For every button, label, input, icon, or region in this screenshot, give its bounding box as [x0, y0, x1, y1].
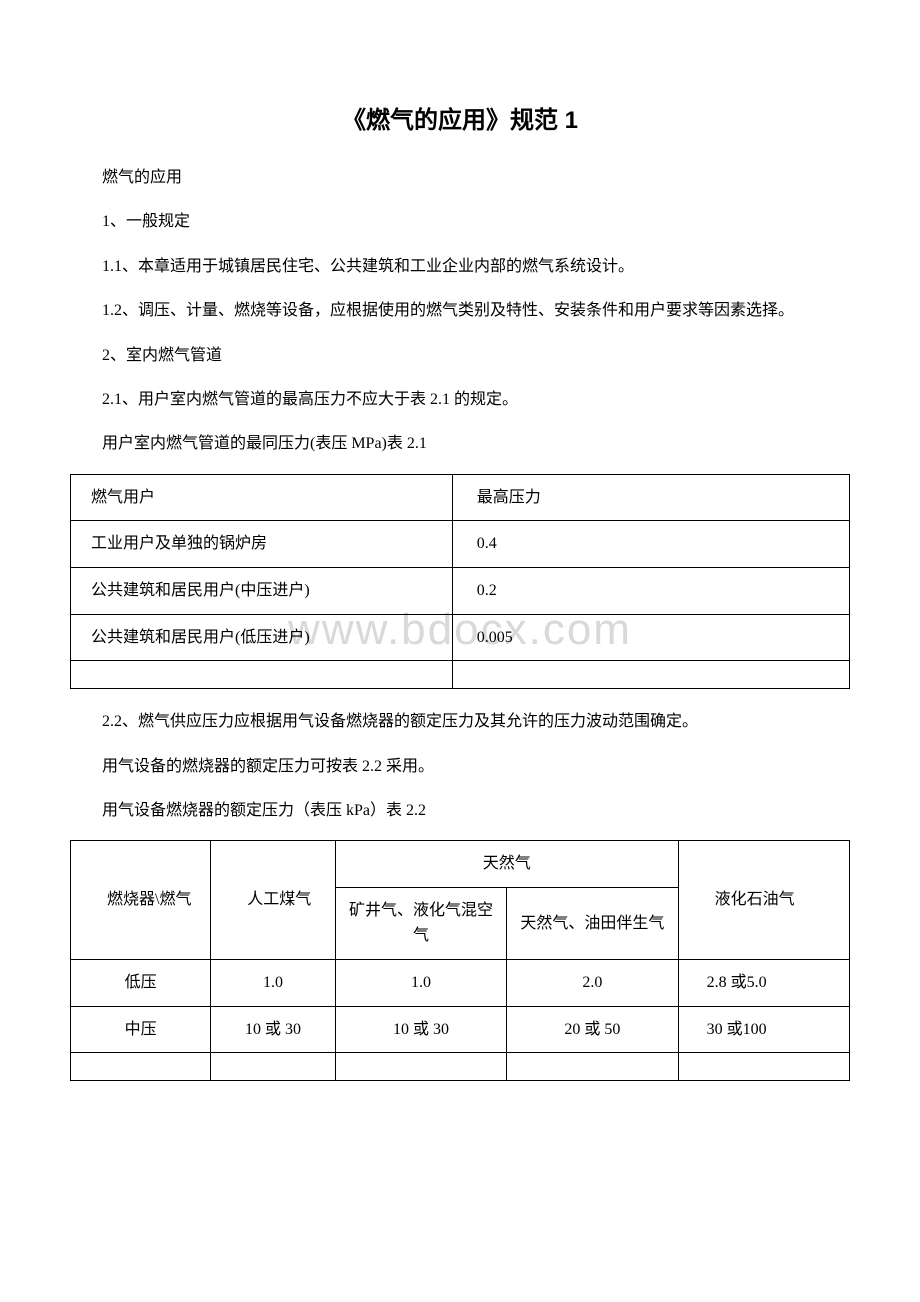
table-cell: 10 或 30: [211, 1006, 336, 1053]
table-cell: 2.0: [507, 960, 678, 1007]
table-cell: 中压: [71, 1006, 211, 1053]
paragraph: 1.2、调压、计量、燃烧等设备，应根据使用的燃气类别及特性、安装条件和用户要求等…: [70, 296, 850, 326]
table-cell: [71, 1053, 211, 1081]
table-cell: [452, 661, 849, 689]
table-cell: 0.4: [452, 521, 849, 568]
table-row: 工业用户及单独的锅炉房 0.4: [71, 521, 850, 568]
table-cell: 20 或 50: [507, 1006, 678, 1053]
table-cell: 1.0: [335, 960, 506, 1007]
table-cell: 公共建筑和居民用户(中压进户): [71, 567, 453, 614]
table-header-cell: 矿井气、液化气混空气: [335, 887, 506, 959]
table-cell: [335, 1053, 506, 1081]
table-rated-pressure: 燃烧器\燃气 人工煤气 天然气 液化石油气 矿井气、液化气混空气 天然气、油田伴…: [70, 840, 850, 1081]
table-cell: 公共建筑和居民用户(低压进户): [71, 614, 453, 661]
table-row: 公共建筑和居民用户(中压进户) 0.2: [71, 567, 850, 614]
table-row: 燃烧器\燃气 人工煤气 天然气 液化石油气: [71, 841, 850, 888]
table-cell: 低压: [71, 960, 211, 1007]
table-header-cell: 天然气、油田伴生气: [507, 887, 678, 959]
paragraph: 1.1、本章适用于城镇居民住宅、公共建筑和工业企业内部的燃气系统设计。: [70, 252, 850, 282]
paragraph: 用气设备的燃烧器的额定压力可按表 2.2 采用。: [70, 752, 850, 782]
table-cell: [678, 1053, 849, 1081]
table-cell: 30 或100: [678, 1006, 849, 1053]
paragraph: 2.2、燃气供应压力应根据用气设备燃烧器的额定压力及其允许的压力波动范围确定。: [70, 707, 850, 737]
table-header-cell: 天然气: [335, 841, 678, 888]
table-cell: 0.005: [452, 614, 849, 661]
table-cell: [211, 1053, 336, 1081]
table-row: 低压 1.0 1.0 2.0 2.8 或5.0: [71, 960, 850, 1007]
table-cell: 1.0: [211, 960, 336, 1007]
paragraph: 2.1、用户室内燃气管道的最高压力不应大于表 2.1 的规定。: [70, 385, 850, 415]
table-cell: 工业用户及单独的锅炉房: [71, 521, 453, 568]
table-row: [71, 1053, 850, 1081]
paragraph: 2、室内燃气管道: [70, 341, 850, 371]
table-header-cell: 液化石油气: [678, 841, 849, 960]
paragraph: 1、一般规定: [70, 207, 850, 237]
table-row: 公共建筑和居民用户(低压进户) 0.005: [71, 614, 850, 661]
table-row: 燃气用户 最高压力: [71, 474, 850, 521]
paragraph: 燃气的应用: [70, 163, 850, 193]
table-max-pressure: 燃气用户 最高压力 工业用户及单独的锅炉房 0.4 公共建筑和居民用户(中压进户…: [70, 474, 850, 689]
table-header-cell: 燃烧器\燃气: [71, 841, 211, 960]
table-cell: [71, 661, 453, 689]
table-header-cell: 燃气用户: [71, 474, 453, 521]
table-cell: [507, 1053, 678, 1081]
table-caption: 用户室内燃气管道的最同压力(表压 MPa)表 2.1: [70, 429, 850, 459]
table-cell: 10 或 30: [335, 1006, 506, 1053]
table-cell: 2.8 或5.0: [678, 960, 849, 1007]
table-header-cell: 人工煤气: [211, 841, 336, 960]
table-caption: 用气设备燃烧器的额定压力（表压 kPa）表 2.2: [70, 796, 850, 826]
table-cell: 0.2: [452, 567, 849, 614]
table-header-cell: 最高压力: [452, 474, 849, 521]
page-title: 《燃气的应用》规范 1: [70, 100, 850, 135]
table-row: 中压 10 或 30 10 或 30 20 或 50 30 或100: [71, 1006, 850, 1053]
table-row: [71, 661, 850, 689]
